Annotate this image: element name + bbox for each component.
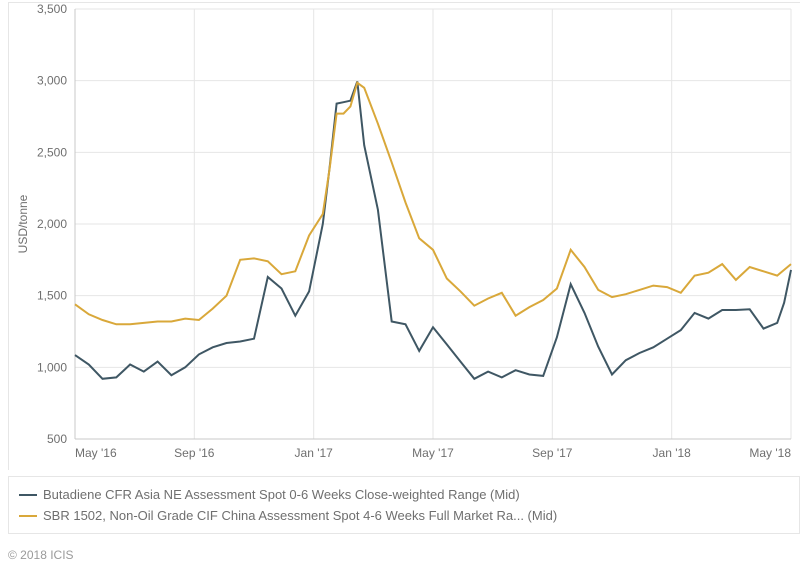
legend-item: Butadiene CFR Asia NE Assessment Spot 0-… xyxy=(19,485,789,506)
legend-label: SBR 1502, Non-Oil Grade CIF China Assess… xyxy=(43,506,557,527)
price-chart: 500 1,000 1,500 2,000 2,500 3,000 3,500 May '16… xyxy=(8,2,800,470)
svg-text:USD/tonne: USD/tonne xyxy=(16,194,30,253)
svg-text:2,500: 2,500 xyxy=(37,145,67,159)
legend-label: Butadiene CFR Asia NE Assessment Spot 0-… xyxy=(43,485,520,506)
chart-svg: 500 1,000 1,500 2,000 2,500 3,000 3,500 May '16… xyxy=(9,3,801,471)
svg-text:Jan '18: Jan '18 xyxy=(653,446,692,460)
svg-text:1,500: 1,500 xyxy=(37,289,67,303)
svg-text:Jan '17: Jan '17 xyxy=(295,446,334,460)
footer-copyright: © 2018 ICIS xyxy=(8,548,74,562)
svg-text:Sep '16: Sep '16 xyxy=(174,446,215,460)
legend: Butadiene CFR Asia NE Assessment Spot 0-… xyxy=(8,476,800,534)
svg-text:3,500: 3,500 xyxy=(37,3,67,16)
svg-text:May '17: May '17 xyxy=(412,446,454,460)
svg-text:May '18: May '18 xyxy=(749,446,791,460)
legend-item: SBR 1502, Non-Oil Grade CIF China Assess… xyxy=(19,506,789,527)
svg-text:3,000: 3,000 xyxy=(37,74,67,88)
svg-text:1,000: 1,000 xyxy=(37,360,67,374)
svg-text:500: 500 xyxy=(47,432,67,446)
svg-text:Sep '17: Sep '17 xyxy=(532,446,573,460)
svg-text:2,000: 2,000 xyxy=(37,217,67,231)
legend-swatch-icon xyxy=(19,494,37,496)
chart-container: 500 1,000 1,500 2,000 2,500 3,000 3,500 May '16… xyxy=(0,0,808,574)
svg-text:May '16: May '16 xyxy=(75,446,117,460)
legend-swatch-icon xyxy=(19,515,37,517)
